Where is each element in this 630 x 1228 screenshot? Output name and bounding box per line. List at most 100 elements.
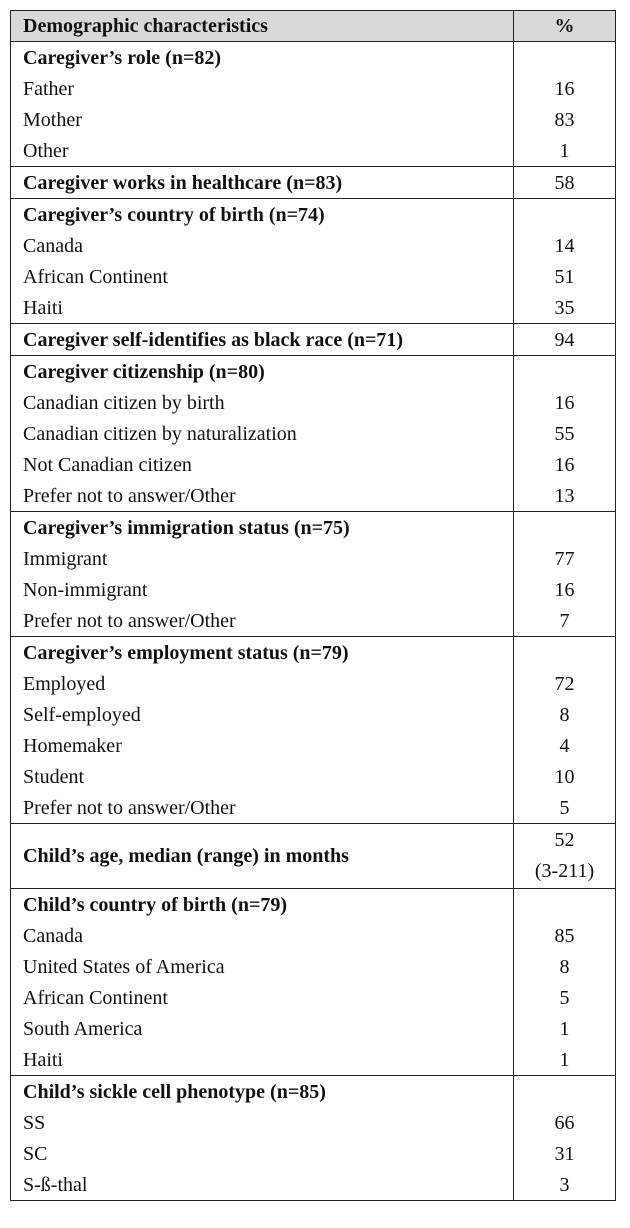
row-label: Employed (10, 668, 514, 699)
row-label: Prefer not to answer/Other (10, 480, 514, 512)
row-value: 5 (513, 982, 616, 1013)
row-value: 16 (513, 387, 616, 418)
row-value: 83 (513, 104, 616, 135)
table-header-row: Demographic characteristics % (10, 10, 616, 42)
group-value (513, 198, 616, 230)
row-label: Haiti (10, 292, 514, 324)
table-row: African Continent 5 (10, 982, 616, 1013)
row-value: 5 (513, 792, 616, 824)
row-label: Prefer not to answer/Other (10, 792, 514, 824)
group-title-row: Child’s age, median (range) in months 52 (… (10, 823, 616, 889)
row-label: Canada (10, 230, 514, 261)
row-value: 51 (513, 261, 616, 292)
group-value-median: 52 (554, 829, 575, 851)
table-row: Self-employed 8 (10, 699, 616, 730)
table-row: Father 16 (10, 73, 616, 104)
table-row: Haiti 1 (10, 1044, 616, 1076)
column-header-characteristics: Demographic characteristics (10, 10, 514, 42)
group-value: 94 (513, 323, 616, 356)
group-title-row: Caregiver’s employment status (n=79) (10, 636, 616, 668)
group-title-row: Caregiver self-identifies as black race … (10, 323, 616, 356)
group-title-row: Child’s sickle cell phenotype (n=85) (10, 1075, 616, 1107)
table-row: Canadian citizen by birth 16 (10, 387, 616, 418)
group-title: Caregiver self-identifies as black race … (10, 323, 514, 356)
table-row: S-ß-thal 3 (10, 1169, 616, 1201)
row-label: Other (10, 135, 514, 167)
table-row: Non-immigrant 16 (10, 574, 616, 605)
row-label: SS (10, 1107, 514, 1138)
group-title: Caregiver’s country of birth (n=74) (10, 198, 514, 230)
group-value (513, 888, 616, 920)
table-row: Canadian citizen by naturalization 55 (10, 418, 616, 449)
row-value: 8 (513, 951, 616, 982)
table-row: Immigrant 77 (10, 543, 616, 574)
group-title: Caregiver’s employment status (n=79) (10, 636, 514, 668)
group-title-row: Caregiver citizenship (n=80) (10, 355, 616, 387)
group-title: Caregiver’s role (n=82) (10, 41, 514, 73)
table-row: Employed 72 (10, 668, 616, 699)
row-value: 4 (513, 730, 616, 761)
row-value: 35 (513, 292, 616, 324)
group-value (513, 1075, 616, 1107)
table-row: SC 31 (10, 1138, 616, 1169)
group-title: Caregiver works in healthcare (n=83) (10, 166, 514, 199)
row-value: 13 (513, 480, 616, 512)
row-label: Father (10, 73, 514, 104)
row-value: 10 (513, 761, 616, 792)
group-value: 58 (513, 166, 616, 199)
row-label: African Continent (10, 261, 514, 292)
table-row: United States of America 8 (10, 951, 616, 982)
group-title-row: Caregiver works in healthcare (n=83) 58 (10, 166, 616, 199)
row-label: Non-immigrant (10, 574, 514, 605)
row-value: 1 (513, 1044, 616, 1076)
row-label: Haiti (10, 1044, 514, 1076)
row-value: 66 (513, 1107, 616, 1138)
table-row: Haiti 35 (10, 292, 616, 324)
row-label: Prefer not to answer/Other (10, 605, 514, 637)
row-label: African Continent (10, 982, 514, 1013)
group-title-row: Caregiver’s immigration status (n=75) (10, 511, 616, 543)
row-value: 1 (513, 1013, 616, 1044)
row-value: 77 (513, 543, 616, 574)
row-value: 31 (513, 1138, 616, 1169)
row-label: Canadian citizen by birth (10, 387, 514, 418)
table-row: Other 1 (10, 135, 616, 167)
row-label: Self-employed (10, 699, 514, 730)
row-label: Canadian citizen by naturalization (10, 418, 514, 449)
row-label: Homemaker (10, 730, 514, 761)
table-row: Prefer not to answer/Other 7 (10, 605, 616, 637)
row-label: United States of America (10, 951, 514, 982)
group-title: Child’s age, median (range) in months (10, 823, 514, 889)
group-value: 52 (3-211) (513, 823, 616, 889)
table-row: Mother 83 (10, 104, 616, 135)
row-label: Immigrant (10, 543, 514, 574)
table-row: Prefer not to answer/Other 5 (10, 792, 616, 824)
table-row: African Continent 51 (10, 261, 616, 292)
row-label: Mother (10, 104, 514, 135)
table-row: Prefer not to answer/Other 13 (10, 480, 616, 512)
group-title: Caregiver citizenship (n=80) (10, 355, 514, 387)
row-value: 8 (513, 699, 616, 730)
row-value: 1 (513, 135, 616, 167)
group-title-row: Child’s country of birth (n=79) (10, 888, 616, 920)
row-label: Student (10, 761, 514, 792)
table-row: Student 10 (10, 761, 616, 792)
row-label: SC (10, 1138, 514, 1169)
group-title: Caregiver’s immigration status (n=75) (10, 511, 514, 543)
column-header-percent: % (513, 10, 616, 42)
table-row: South America 1 (10, 1013, 616, 1044)
group-value (513, 355, 616, 387)
group-title: Child’s country of birth (n=79) (10, 888, 514, 920)
row-value: 72 (513, 668, 616, 699)
row-value: 14 (513, 230, 616, 261)
row-value: 85 (513, 920, 616, 951)
row-value: 55 (513, 418, 616, 449)
row-value: 16 (513, 449, 616, 480)
table-body: Caregiver’s role (n=82) Father 16 Mother 83 O… (10, 41, 616, 1201)
row-label: Not Canadian citizen (10, 449, 514, 480)
group-value (513, 511, 616, 543)
group-value-range: (3-211) (534, 860, 595, 882)
row-label: Canada (10, 920, 514, 951)
table-row: Canada 14 (10, 230, 616, 261)
group-value (513, 41, 616, 73)
